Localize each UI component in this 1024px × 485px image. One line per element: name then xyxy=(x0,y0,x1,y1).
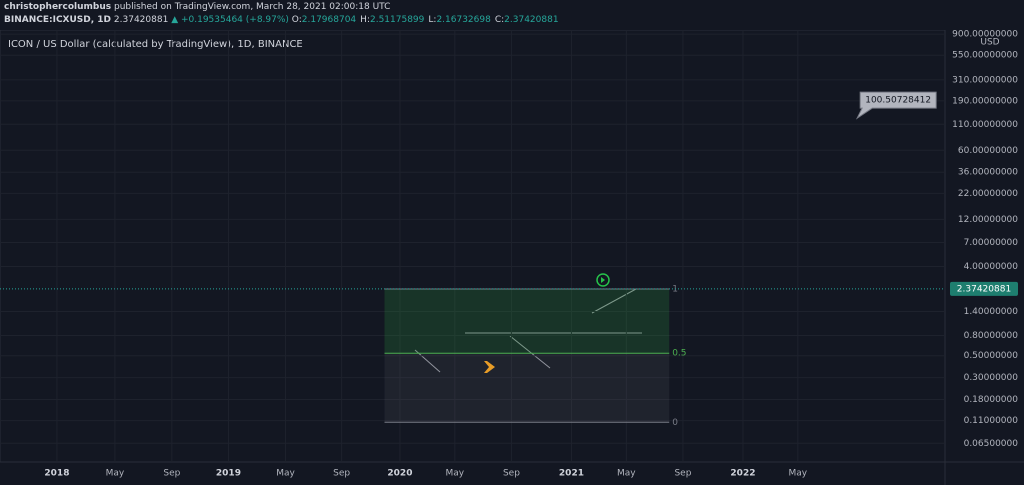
ohlc-value: 2.17968704 xyxy=(301,15,357,25)
y-tick-label: 900.00000000 xyxy=(952,30,1018,40)
x-tick-label: Sep xyxy=(674,469,691,479)
y-tick-label: 0.18000000 xyxy=(964,395,1019,405)
ohlc-value: 2.51175899 xyxy=(369,15,425,25)
trend-line xyxy=(509,335,551,369)
ohlc: O:2.17968704 H:2.51175899 L:2.16732698 C:2.… xyxy=(292,15,563,25)
fib-label: 0 xyxy=(672,418,678,428)
y-tick-label: 7.00000000 xyxy=(964,238,1019,248)
ohlc-key: H: xyxy=(360,15,370,25)
ohlc-value: 2.16732698 xyxy=(436,15,491,25)
x-tick-label: Sep xyxy=(163,469,180,479)
ohlc-key: O: xyxy=(291,15,302,25)
x-tick-label: 2018 xyxy=(44,469,69,479)
x-tick-label: Sep xyxy=(503,469,520,479)
y-tick-label: 310.00000000 xyxy=(952,75,1018,85)
y-tick-label: 36.00000000 xyxy=(958,168,1018,178)
y-tick-label: 0.80000000 xyxy=(964,331,1019,341)
x-tick-label: May xyxy=(106,469,125,479)
x-tick-label: May xyxy=(276,469,295,479)
y-tick-label: 1.40000000 xyxy=(964,307,1019,317)
publish-line: christophercolumbus published on Trading… xyxy=(4,2,390,12)
callout-label: 100.50728412 xyxy=(865,96,931,106)
y-tick-label: 0.06500000 xyxy=(964,439,1019,449)
x-tick-label: 2019 xyxy=(216,469,241,479)
x-tick-label: 2022 xyxy=(730,469,755,479)
y-tick-label: 0.11000000 xyxy=(964,416,1019,426)
x-tick-label: Sep xyxy=(333,469,350,479)
x-tick-label: May xyxy=(789,469,808,479)
y-tick-label: 0.30000000 xyxy=(964,373,1019,383)
chart: ICON / US Dollar (calculated by TradingV… xyxy=(0,30,1024,485)
last-price-label: 2.37420881 xyxy=(957,284,1011,294)
x-tick-label: May xyxy=(617,469,636,479)
y-tick-label: 22.00000000 xyxy=(958,189,1018,199)
x-tick-label: 2020 xyxy=(387,469,412,479)
chart-title: ICON / US Dollar (calculated by TradingV… xyxy=(8,39,303,50)
change: ▲ +0.19535464 (+8.97%) xyxy=(171,15,289,25)
ohlc-value: 2.37420881 xyxy=(504,15,559,25)
symbol-line: BINANCE:ICXUSD, 1D 2.37420881 ▲ +0.19535… xyxy=(4,15,563,25)
last-price-box xyxy=(950,281,1018,296)
fib-zone xyxy=(384,288,670,354)
plot: 900.00000000 550.00000000 310.00000000 190.… xyxy=(0,30,1018,479)
y-tick-label: 60.00000000 xyxy=(958,146,1018,156)
y-tick-label: 0.50000000 xyxy=(964,351,1019,361)
y-tick-label: 12.00000000 xyxy=(958,215,1018,225)
ohlc-key: L: xyxy=(428,15,437,25)
y-tick-label: 190.00000000 xyxy=(952,96,1018,106)
symbol: BINANCE:ICXUSD, 1D xyxy=(4,15,112,25)
arrow-icon xyxy=(484,361,495,373)
fib-label: 0.5 xyxy=(672,349,686,359)
ohlc-key: C: xyxy=(494,15,505,25)
x-tick-label: May xyxy=(446,469,465,479)
fib-zone xyxy=(384,353,670,423)
fib-label: 1 xyxy=(672,284,678,294)
callout-box xyxy=(855,91,937,120)
x-tick-label: 2021 xyxy=(559,469,584,479)
signal-icon xyxy=(601,277,605,283)
y-tick-label: 110.00000000 xyxy=(952,120,1018,130)
y-tick-label: 4.00000000 xyxy=(964,262,1019,272)
author: christophercolumbus xyxy=(4,2,112,12)
published: published on TradingView.com, March 28, … xyxy=(113,2,391,12)
y-tick-label: 550.00000000 xyxy=(952,51,1018,61)
y-unit: USD xyxy=(980,38,999,48)
signal-icon xyxy=(596,273,610,287)
plot-area xyxy=(0,30,946,463)
price: 2.37420881 xyxy=(113,15,169,25)
